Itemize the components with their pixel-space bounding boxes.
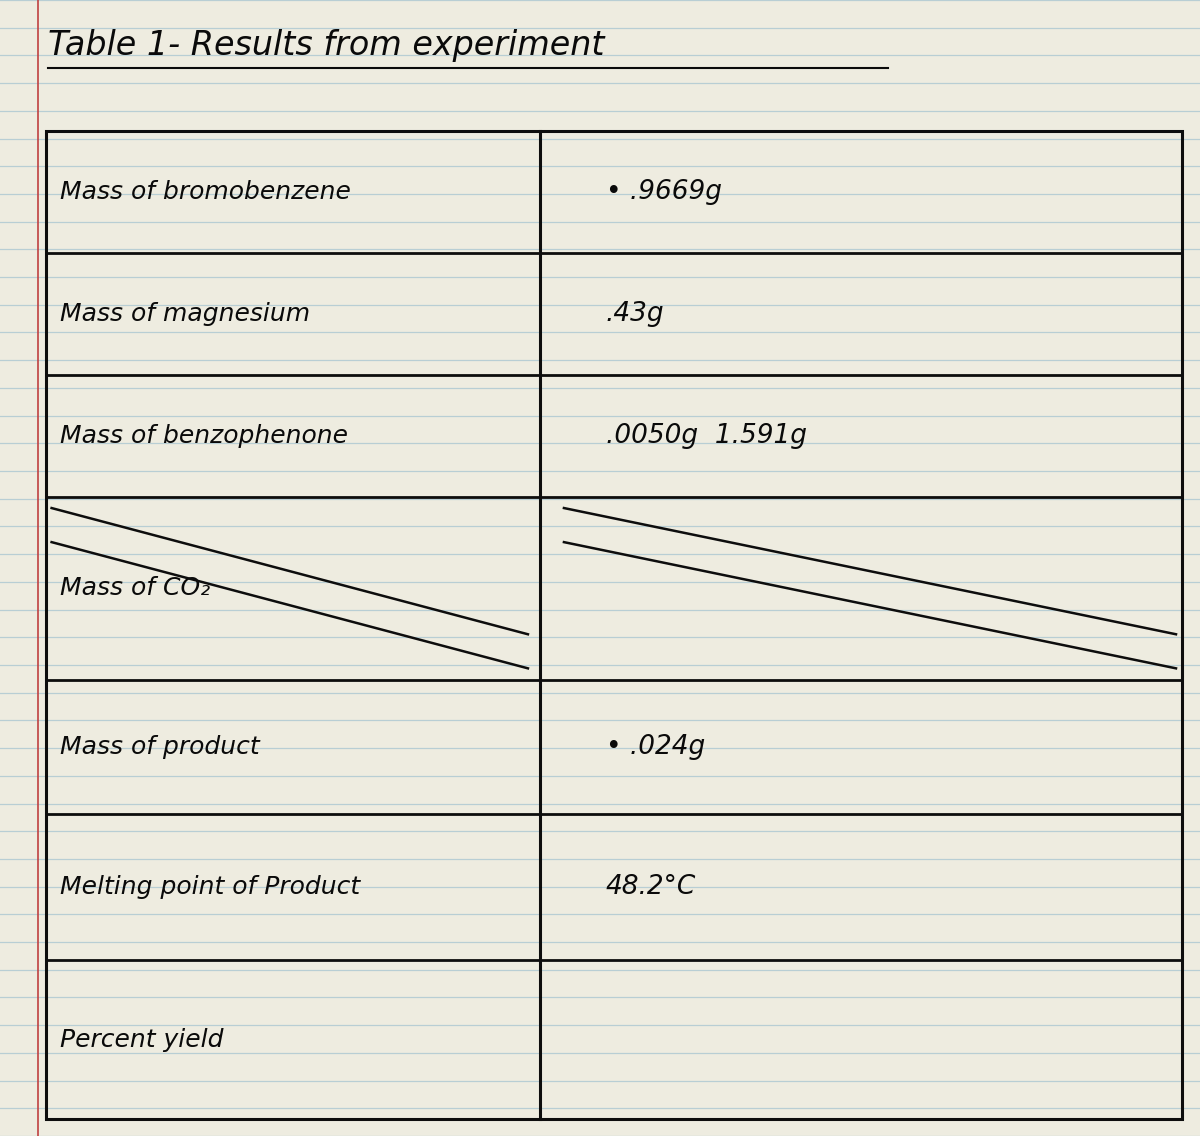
Text: .0050g  1.591g: .0050g 1.591g xyxy=(606,423,806,449)
Text: 48.2°C: 48.2°C xyxy=(606,874,696,900)
Text: Percent yield: Percent yield xyxy=(60,1028,223,1052)
Text: .43g: .43g xyxy=(606,301,665,327)
Text: • .9669g: • .9669g xyxy=(606,178,722,204)
Text: Mass of magnesium: Mass of magnesium xyxy=(60,302,310,326)
Text: Melting point of Product: Melting point of Product xyxy=(60,875,360,899)
Text: Mass of benzophenone: Mass of benzophenone xyxy=(60,424,348,448)
Text: Mass of bromobenzene: Mass of bromobenzene xyxy=(60,179,350,203)
Text: Mass of CO₂: Mass of CO₂ xyxy=(60,576,210,600)
Text: Table 1- Results from experiment: Table 1- Results from experiment xyxy=(48,30,605,62)
Text: Mass of product: Mass of product xyxy=(60,735,259,759)
Bar xyxy=(46,131,1182,1119)
Text: • .024g: • .024g xyxy=(606,734,706,760)
